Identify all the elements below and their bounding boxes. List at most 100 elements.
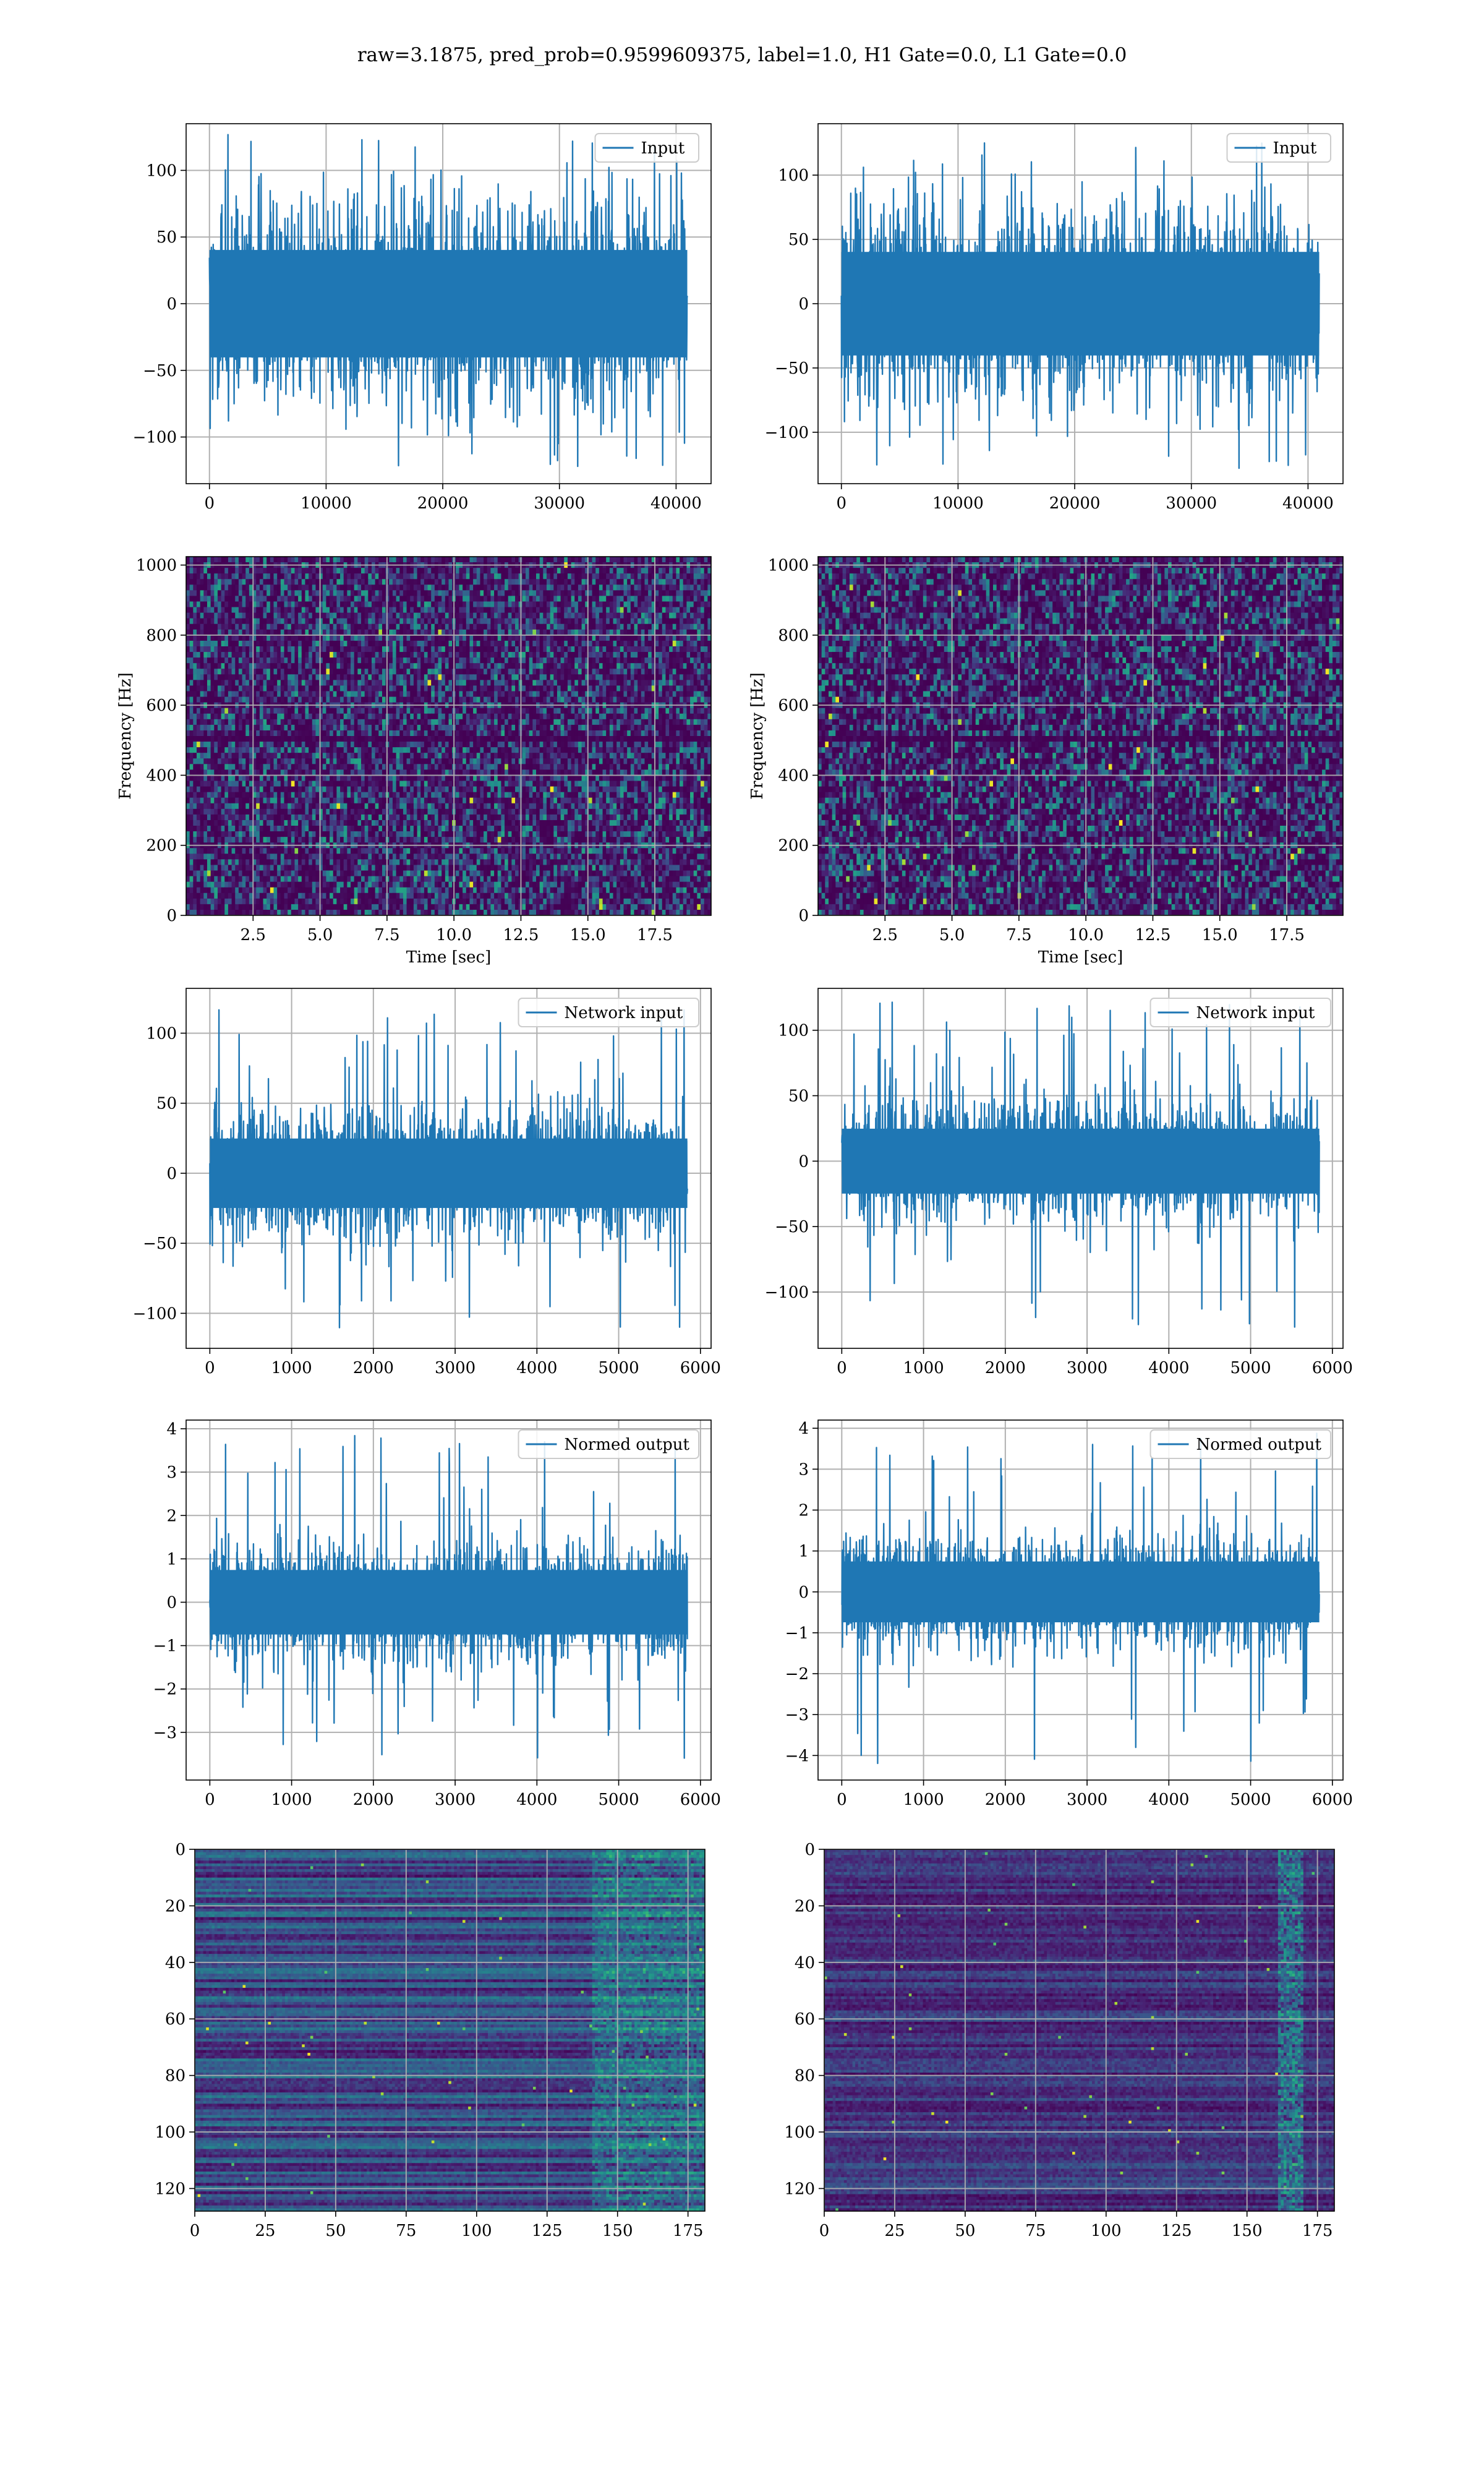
heatmap-cell: [361, 697, 365, 703]
heatmap-cell: [484, 635, 487, 641]
heatmap-cell: [428, 736, 432, 742]
heatmap-cell: [333, 624, 337, 630]
heatmap-cell: [365, 596, 369, 602]
heatmap-cell: [655, 674, 659, 680]
heatmap-cell: [221, 579, 225, 585]
heatmap-cell: [441, 685, 445, 691]
heatmap-cell: [638, 584, 641, 591]
heatmap-cell: [673, 680, 676, 686]
heatmap-cell: [424, 657, 428, 664]
heatmap-cell: [441, 602, 445, 608]
heatmap-cell: [263, 613, 267, 619]
heatmap-cell: [428, 573, 432, 580]
heatmap-cell: [249, 697, 253, 703]
heatmap-cell: [620, 730, 624, 737]
heatmap-cell: [550, 596, 554, 602]
heatmap-cell: [550, 613, 554, 619]
heatmap-cell: [487, 652, 491, 658]
heatmap-cell: [571, 663, 575, 669]
heatmap-cell: [494, 646, 498, 653]
heatmap-cell: [218, 674, 221, 680]
heatmap-cell: [536, 568, 540, 574]
heatmap-cell: [351, 736, 354, 742]
heatmap-cell: [641, 573, 645, 580]
heatmap-cell: [207, 708, 211, 714]
heatmap-cell: [490, 685, 494, 691]
heatmap-cell: [284, 669, 288, 675]
heatmap-cell: [294, 573, 298, 580]
heatmap-cell: [550, 691, 554, 698]
heatmap-cell: [197, 736, 200, 742]
heatmap-cell: [323, 624, 326, 630]
heatmap-cell: [351, 708, 354, 714]
heatmap-cell: [683, 607, 687, 614]
heatmap-cell: [644, 646, 648, 653]
heatmap-cell: [501, 590, 505, 596]
heatmap-cell: [466, 635, 470, 641]
heatmap-cell: [249, 652, 253, 658]
heatmap-cell: [606, 680, 610, 686]
heatmap-cell: [389, 680, 393, 686]
heatmap-cell: [224, 657, 228, 664]
heatmap-cell: [357, 596, 361, 602]
heatmap-cell: [624, 613, 628, 619]
heatmap-cell: [655, 607, 659, 614]
heatmap-cell: [480, 557, 484, 563]
heatmap-cell: [396, 557, 400, 563]
heatmap-cell: [704, 557, 708, 563]
heatmap-cell: [372, 613, 375, 619]
heatmap-cell: [302, 669, 305, 675]
heatmap-cell: [242, 613, 246, 619]
heatmap-cell: [382, 579, 386, 585]
heatmap-cell: [701, 685, 704, 691]
heatmap-cell: [641, 635, 645, 641]
heatmap-cell: [270, 573, 274, 580]
heatmap-cell: [309, 685, 312, 691]
heatmap-cell: [263, 657, 267, 664]
heatmap-cell: [197, 730, 200, 737]
heatmap-cell: [239, 697, 242, 703]
heatmap-cell: [431, 652, 435, 658]
heatmap-cell: [641, 697, 645, 703]
heatmap-cell: [420, 607, 424, 614]
heatmap-cell: [704, 725, 708, 731]
heatmap-cell: [613, 652, 617, 658]
heatmap-cell: [603, 607, 607, 614]
heatmap-cell: [382, 607, 386, 614]
heatmap-cell: [484, 607, 487, 614]
heatmap-cell: [484, 557, 487, 563]
heatmap-cell: [344, 719, 348, 726]
heatmap-cell: [354, 568, 358, 574]
heatmap-cell: [529, 725, 533, 731]
heatmap-cell: [459, 635, 463, 641]
heatmap-cell: [232, 708, 236, 714]
heatmap-cell: [340, 590, 344, 596]
heatmap-cell: [676, 584, 680, 591]
heatmap-cell: [456, 641, 459, 647]
heatmap-cell: [676, 641, 680, 647]
heatmap-cell: [203, 714, 207, 720]
heatmap-cell: [627, 730, 631, 737]
heatmap-cell: [459, 736, 463, 742]
heatmap-cell: [284, 680, 288, 686]
y-tick-label: −50: [775, 359, 809, 378]
heatmap-cell: [641, 596, 645, 602]
heatmap-cell: [613, 714, 617, 720]
y-tick-label: 50: [788, 231, 809, 249]
heatmap-cell: [676, 691, 680, 698]
heatmap-cell: [197, 607, 200, 614]
heatmap-cell: [638, 607, 641, 614]
heatmap-cell: [459, 691, 463, 698]
heatmap-cell: [511, 596, 515, 602]
heatmap-cell: [557, 652, 561, 658]
heatmap-cell: [302, 602, 305, 608]
heatmap-cell: [403, 657, 407, 664]
heatmap-cell: [193, 584, 197, 591]
heatmap-cell: [193, 663, 197, 669]
heatmap-cell: [375, 725, 379, 731]
heatmap-cell: [498, 573, 501, 580]
heatmap-cell: [665, 618, 669, 625]
heatmap-cell: [616, 674, 620, 680]
heatmap-cell: [574, 680, 578, 686]
heatmap-cell: [372, 607, 375, 614]
